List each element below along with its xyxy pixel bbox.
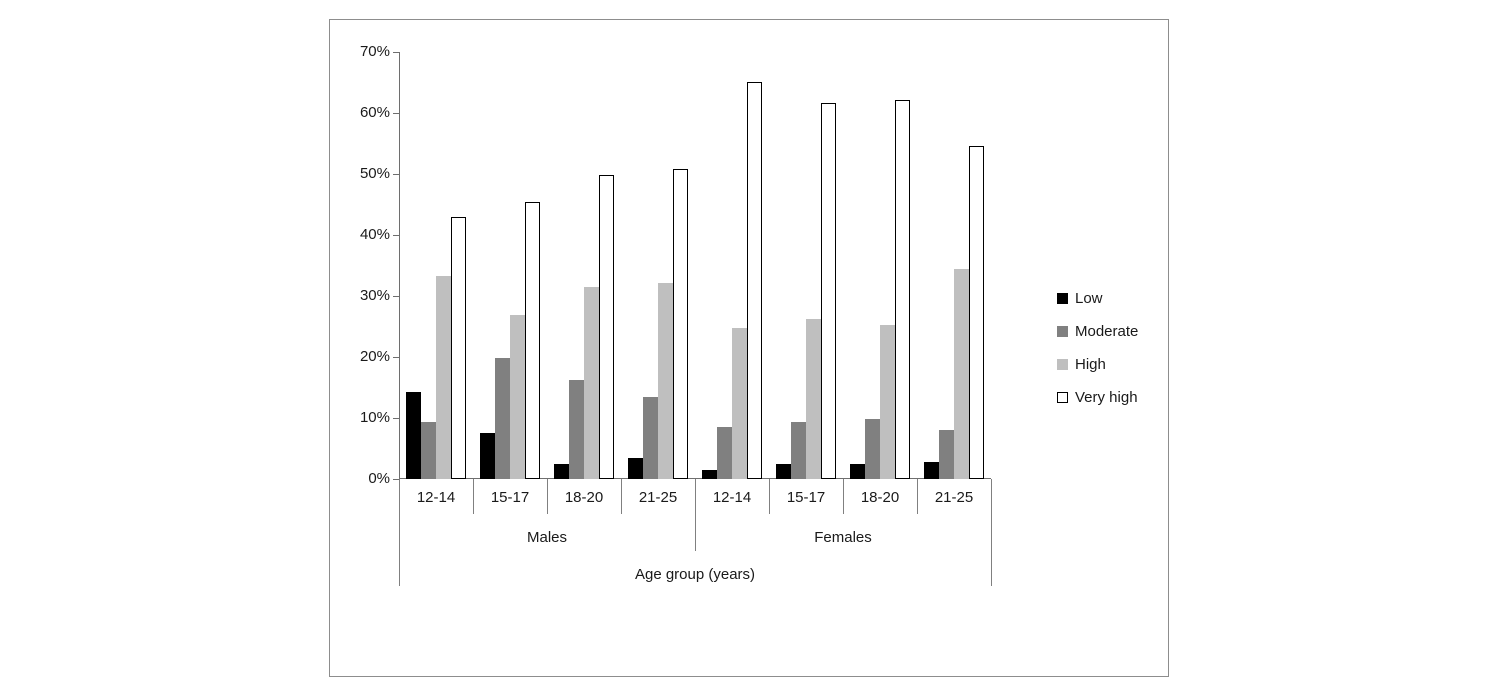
legend-marker-low-icon bbox=[1057, 292, 1068, 304]
category-separator-line bbox=[621, 479, 622, 514]
category-separator-line bbox=[843, 479, 844, 514]
bar-females-12-14-moderate bbox=[717, 427, 732, 479]
legend-marker-moderate-icon bbox=[1057, 325, 1068, 337]
bar-females-15-17-very-high bbox=[821, 103, 836, 479]
legend-item-low: Low bbox=[1057, 289, 1138, 307]
y-axis-tick bbox=[393, 113, 399, 114]
x-category-label: 21-25 bbox=[638, 489, 678, 506]
x-category-label: 15-17 bbox=[490, 489, 530, 506]
legend-item-very-high: Very high bbox=[1057, 388, 1138, 406]
bar-females-21-25-very-high bbox=[969, 146, 984, 479]
plot-area bbox=[399, 52, 991, 479]
bar-males-18-20-very-high bbox=[599, 175, 614, 479]
bar-females-21-25-moderate bbox=[939, 430, 954, 479]
bar-females-21-25-high bbox=[954, 269, 969, 479]
bar-males-12-14-high bbox=[436, 276, 451, 479]
bar-males-12-14-very-high bbox=[451, 217, 466, 479]
bar-females-15-17-moderate bbox=[791, 422, 806, 479]
bar-females-12-14-very-high bbox=[747, 82, 762, 479]
legend-label-very-high: Very high bbox=[1075, 388, 1138, 406]
category-separator-line bbox=[695, 479, 696, 551]
category-separator-line bbox=[917, 479, 918, 514]
bar-females-12-14-low bbox=[702, 470, 717, 479]
category-separator-line bbox=[769, 479, 770, 514]
y-axis-tick-label: 40% bbox=[359, 226, 390, 243]
category-separator-line bbox=[547, 479, 548, 514]
bar-females-12-14-high bbox=[732, 328, 747, 479]
bar-males-12-14-moderate bbox=[421, 422, 436, 479]
legend: Low Moderate High Very high bbox=[1057, 290, 1138, 422]
bar-males-18-20-high bbox=[584, 287, 599, 479]
x-category-label: 18-20 bbox=[860, 489, 900, 506]
bar-males-21-25-low bbox=[628, 458, 643, 479]
chart-frame: Age group (years) Low Moderate High Very hi… bbox=[329, 19, 1169, 677]
x-category-label: 12-14 bbox=[416, 489, 456, 506]
legend-marker-high-icon bbox=[1057, 358, 1068, 370]
legend-item-high: High bbox=[1057, 355, 1138, 373]
legend-label-low: Low bbox=[1075, 289, 1103, 307]
category-separator-line bbox=[399, 479, 400, 586]
bar-males-12-14-low bbox=[406, 392, 421, 479]
bar-females-15-17-high bbox=[806, 319, 821, 479]
bar-males-15-17-very-high bbox=[525, 202, 540, 479]
bar-males-15-17-high bbox=[510, 315, 525, 479]
bar-females-15-17-low bbox=[776, 464, 791, 479]
bar-females-18-20-moderate bbox=[865, 419, 880, 479]
y-axis-tick-label: 30% bbox=[359, 287, 390, 304]
y-axis-tick bbox=[393, 418, 399, 419]
y-axis-tick bbox=[393, 357, 399, 358]
y-axis-tick bbox=[393, 479, 399, 480]
x-category-label: 12-14 bbox=[712, 489, 752, 506]
y-axis-tick-label: 20% bbox=[359, 348, 390, 365]
legend-marker-very-high-icon bbox=[1057, 391, 1068, 403]
bar-females-21-25-low bbox=[924, 462, 939, 479]
category-separator-line bbox=[991, 479, 992, 586]
legend-label-moderate: Moderate bbox=[1075, 322, 1139, 340]
x-category-label: 18-20 bbox=[564, 489, 604, 506]
bar-males-18-20-moderate bbox=[569, 380, 584, 479]
bar-females-18-20-high bbox=[880, 325, 895, 479]
bar-males-18-20-low bbox=[554, 464, 569, 479]
y-axis-tick-label: 0% bbox=[368, 470, 390, 487]
y-axis-tick-label: 50% bbox=[359, 165, 390, 182]
bar-females-18-20-low bbox=[850, 464, 865, 479]
category-separator-line bbox=[473, 479, 474, 514]
y-axis-tick bbox=[393, 52, 399, 53]
x-group-label-males: Males bbox=[526, 529, 567, 546]
x-category-label: 21-25 bbox=[934, 489, 974, 506]
x-category-label: 15-17 bbox=[786, 489, 826, 506]
bar-females-18-20-very-high bbox=[895, 100, 910, 479]
legend-label-high: High bbox=[1075, 355, 1106, 373]
y-axis-tick-label: 70% bbox=[359, 43, 390, 60]
x-axis-title: Age group (years) bbox=[634, 566, 756, 583]
bar-males-21-25-high bbox=[658, 283, 673, 479]
bar-males-21-25-moderate bbox=[643, 397, 658, 479]
legend-item-moderate: Moderate bbox=[1057, 322, 1139, 340]
y-axis-tick bbox=[393, 174, 399, 175]
bar-males-21-25-very-high bbox=[673, 169, 688, 479]
y-axis-tick-label: 10% bbox=[359, 409, 390, 426]
y-axis-tick bbox=[393, 296, 399, 297]
y-axis-tick bbox=[393, 235, 399, 236]
x-group-label-females: Females bbox=[814, 529, 872, 546]
bar-males-15-17-moderate bbox=[495, 358, 510, 479]
y-axis-tick-label: 60% bbox=[359, 104, 390, 121]
bar-males-15-17-low bbox=[480, 433, 495, 479]
